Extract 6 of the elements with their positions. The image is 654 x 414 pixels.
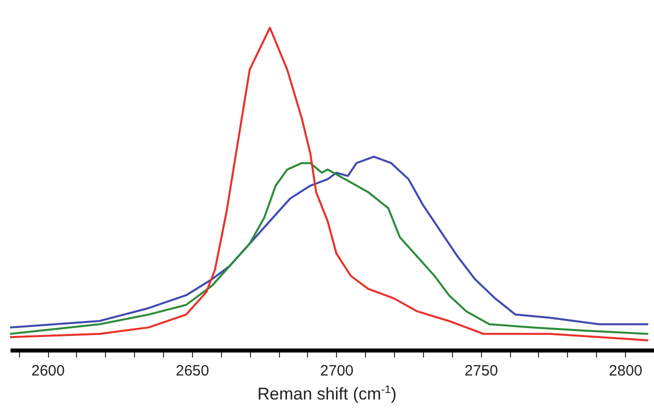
x-tick-label: 2650 bbox=[176, 362, 210, 380]
x-tick-label: 2600 bbox=[31, 362, 65, 380]
x-axis-title: Reman shift (cm$^{-1}$) bbox=[256, 384, 398, 405]
x-tick-label: 2800 bbox=[608, 362, 642, 380]
x-tick-label: 2750 bbox=[464, 362, 498, 380]
x-tick-label: 2700 bbox=[320, 362, 354, 380]
